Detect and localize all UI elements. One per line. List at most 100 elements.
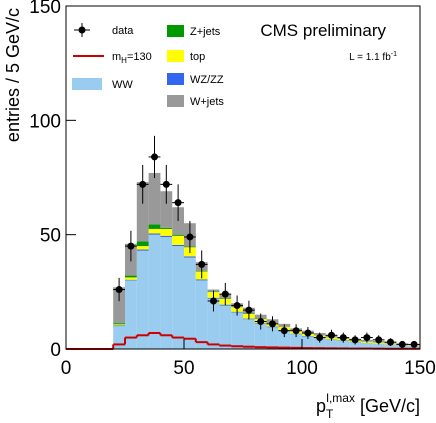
data-point	[280, 327, 288, 335]
legend-label: Z+jets	[190, 26, 221, 38]
legend-label: WW	[112, 79, 133, 91]
data-point	[316, 334, 324, 342]
bar-segment	[148, 228, 161, 234]
x-tick-label: 0	[61, 358, 72, 379]
legend-label: mH=130	[112, 51, 152, 65]
bar-segment	[278, 330, 291, 349]
bar-segment	[136, 241, 149, 247]
bar-segment	[113, 287, 125, 324]
legend-label: data	[112, 25, 134, 37]
data-point	[257, 318, 265, 326]
bar-segment	[361, 343, 373, 349]
lumi-sup: -1	[391, 51, 397, 58]
data-point	[162, 180, 170, 188]
data-point	[127, 242, 135, 250]
bar-segment	[349, 342, 361, 349]
bar-segment	[136, 250, 149, 349]
bar-segment	[113, 324, 125, 326]
y-axis-label: entries / 5 GeV/c	[3, 8, 23, 142]
bar-segment	[254, 323, 267, 349]
data-point	[292, 327, 300, 335]
bar-segment	[325, 339, 338, 349]
x-label-rest: [GeV/c]	[355, 396, 420, 416]
bar-segment	[113, 323, 125, 325]
bar-segment	[172, 244, 184, 247]
bar-segment	[195, 280, 208, 349]
bar-segment	[160, 228, 173, 236]
x-tick-label: 50	[173, 358, 194, 379]
plot-frame	[65, 5, 421, 350]
data-point	[304, 329, 312, 337]
data-point	[387, 338, 394, 346]
annotation: CMS preliminary	[260, 21, 386, 40]
bar-segment	[160, 236, 173, 349]
bar-segment	[113, 326, 125, 349]
x-tick-label: 150	[404, 358, 436, 379]
x-label-sup: l,max	[326, 391, 355, 405]
data-point	[269, 320, 276, 328]
bar-segment	[125, 280, 137, 349]
bar-segment	[125, 275, 137, 278]
bar-segment	[136, 182, 149, 242]
y-tick-label: 50	[40, 226, 61, 247]
data-point	[198, 260, 206, 268]
bar-segment	[125, 279, 137, 281]
bar-segment	[148, 233, 161, 235]
bar-segment	[160, 227, 173, 229]
legend-label: top	[190, 51, 205, 63]
bar-segment	[184, 257, 196, 349]
bar-segment	[136, 246, 149, 250]
data-point	[339, 334, 347, 342]
legend-swatch	[167, 73, 184, 85]
legend-label: WZ/ZZ	[190, 74, 224, 86]
data-point	[233, 302, 241, 310]
bar-segment	[266, 327, 279, 349]
legend-swatch	[167, 95, 184, 107]
data-point	[375, 336, 383, 344]
bar-segment	[313, 338, 326, 349]
bar-segment	[243, 319, 255, 349]
data-point	[398, 340, 406, 348]
x-label-sub: T	[326, 407, 334, 421]
bar-segment	[160, 191, 173, 228]
bar-segment	[195, 279, 208, 281]
bar-segment	[172, 235, 184, 245]
bar-segment	[148, 234, 161, 349]
legend-swatch	[167, 50, 184, 62]
data-point	[221, 290, 229, 298]
legend-swatch	[167, 25, 184, 37]
data-point	[115, 286, 123, 294]
data-point	[210, 297, 217, 305]
bar-segment	[372, 343, 385, 349]
lumi: L = 1.1 fb-1	[349, 51, 397, 63]
x-axis-label: pTl,max [GeV/c]	[316, 391, 420, 421]
data-point	[245, 306, 253, 314]
y-tick-label: 150	[29, 0, 61, 18]
bar-segment	[384, 344, 397, 349]
x-label-main: p	[316, 396, 326, 416]
legend-swatch	[72, 78, 102, 90]
signal-rest: =130	[127, 51, 152, 63]
data-point	[410, 340, 418, 348]
bar-segment	[113, 325, 125, 327]
bar-segment	[136, 249, 149, 251]
bar-segment	[184, 256, 196, 258]
bar-segment	[219, 305, 232, 349]
bar-segment	[172, 246, 184, 349]
data-point	[363, 334, 371, 342]
data-point	[328, 331, 335, 339]
bar-segment	[172, 234, 184, 236]
bar-segment	[337, 340, 350, 349]
bar-segment	[125, 277, 137, 280]
y-tick-label: 0	[50, 340, 61, 361]
lumi-main: L = 1.1 fb	[349, 52, 391, 63]
bar-segment	[302, 336, 314, 349]
legend-label: W+jets	[190, 96, 224, 108]
bar-segment	[207, 298, 220, 349]
signal-sub: H	[121, 56, 127, 65]
bar-segment	[290, 334, 302, 349]
bar-segment	[160, 235, 173, 237]
signal-main: m	[112, 51, 121, 63]
bar-segment	[148, 172, 161, 225]
